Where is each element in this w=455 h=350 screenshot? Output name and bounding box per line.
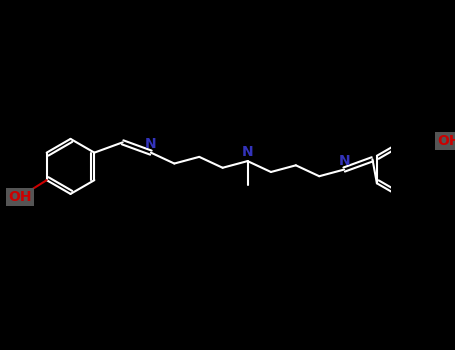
Text: OH: OH (9, 190, 32, 204)
Text: N: N (339, 154, 350, 168)
Text: OH: OH (437, 134, 455, 148)
Text: N: N (145, 137, 157, 151)
Text: N: N (242, 145, 253, 159)
